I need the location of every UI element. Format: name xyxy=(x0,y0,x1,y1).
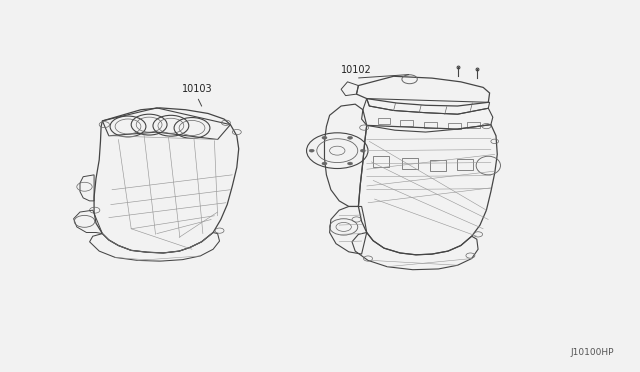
Bar xyxy=(424,122,437,128)
Bar xyxy=(400,120,413,126)
Bar xyxy=(448,123,461,129)
Text: J10100HP: J10100HP xyxy=(571,348,614,357)
Circle shape xyxy=(348,162,353,165)
Text: 10102: 10102 xyxy=(340,65,371,75)
Bar xyxy=(402,158,418,169)
Bar xyxy=(458,159,474,170)
Bar xyxy=(372,156,389,167)
Bar xyxy=(378,118,390,124)
Circle shape xyxy=(322,136,327,139)
Circle shape xyxy=(360,149,365,152)
Bar xyxy=(431,160,447,171)
Circle shape xyxy=(322,162,327,165)
Circle shape xyxy=(348,136,353,139)
Circle shape xyxy=(309,149,314,152)
Bar xyxy=(467,122,480,128)
Text: 10103: 10103 xyxy=(182,84,212,94)
